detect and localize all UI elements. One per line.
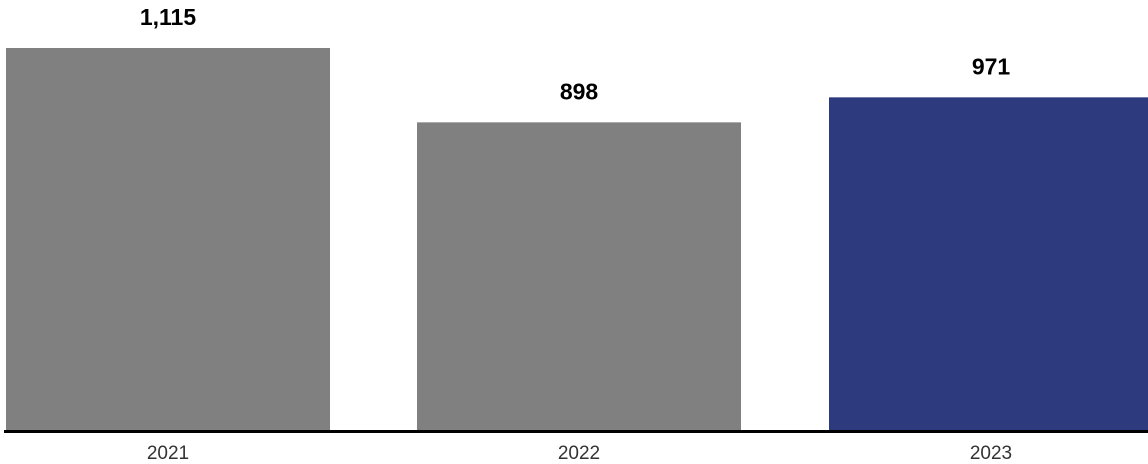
bar-2022 (417, 122, 741, 430)
x-tick-label-2022: 2022 (558, 443, 600, 464)
bar-2021 (6, 48, 330, 430)
value-label-2022: 898 (560, 78, 599, 104)
x-tick-label-2023: 2023 (970, 443, 1012, 464)
x-tick-label-2021: 2021 (147, 443, 189, 464)
bars-group (6, 48, 1148, 430)
value-labels-group: 1,115 898 971 (140, 4, 1011, 104)
bar-2023 (829, 97, 1148, 430)
value-label-2021: 1,115 (140, 4, 196, 30)
x-tick-labels-group: 2021 2022 2023 (147, 443, 1012, 464)
value-label-2023: 971 (972, 53, 1011, 79)
